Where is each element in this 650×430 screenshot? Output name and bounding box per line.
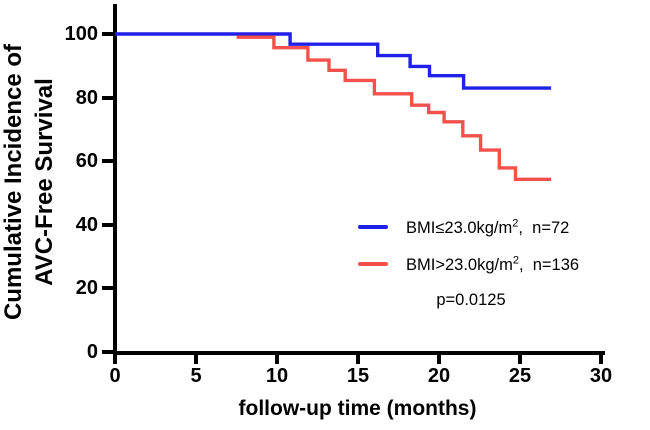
legend-label-red-superscript: 2 xyxy=(512,254,519,267)
x-axis-title: follow-up time (months) xyxy=(238,397,477,420)
x-axis-tick-20 xyxy=(437,355,441,364)
x-axis-tick-10 xyxy=(275,355,279,364)
legend-label-red-suffix: , n=136 xyxy=(518,256,580,274)
x-tick-label-10: 10 xyxy=(265,365,289,387)
y-tick-label-100: 100 xyxy=(64,23,98,45)
x-tick-label-0: 0 xyxy=(109,365,121,387)
y-tick-label-20: 20 xyxy=(75,277,98,299)
legend-label-bmi-gt-23: BMI>23.0kg/m2, n=136 xyxy=(406,254,579,276)
survival-curve-bmi-le-23 xyxy=(115,32,552,90)
legend-label-red-prefix: BMI>23.0kg/m xyxy=(406,256,513,274)
x-axis-spine xyxy=(113,351,605,355)
legend-label-blue-prefix: BMI≤23.0kg/m xyxy=(406,219,513,237)
x-tick-label-20: 20 xyxy=(427,365,451,387)
x-axis-tick-0 xyxy=(113,355,117,364)
y-axis-tick-100 xyxy=(102,32,113,36)
y-tick-label-60: 60 xyxy=(75,150,98,172)
y-axis-tick-40 xyxy=(102,223,113,227)
x-axis-tick-25 xyxy=(518,355,522,364)
x-axis-tick-5 xyxy=(194,355,198,364)
y-tick-label-80: 80 xyxy=(75,87,98,109)
survival-curve-bmi-gt-23 xyxy=(236,35,552,181)
y-axis-tick-80 xyxy=(102,96,113,100)
x-axis-tick-30 xyxy=(599,355,603,364)
y-axis-tick-0 xyxy=(102,350,113,354)
legend-label-blue-superscript: 2 xyxy=(512,217,519,230)
x-tick-label-25: 25 xyxy=(508,365,532,387)
p-value-annotation: p=0.0125 xyxy=(436,291,506,309)
x-tick-label-15: 15 xyxy=(346,365,370,387)
y-axis-spine xyxy=(113,4,117,355)
legend-label-blue-suffix: , n=72 xyxy=(518,219,570,237)
x-tick-label-30: 30 xyxy=(589,365,613,387)
x-tick-label-5: 5 xyxy=(190,365,202,387)
y-axis-title-line1: Cumulative Incidence of xyxy=(0,43,27,321)
y-axis-tick-20 xyxy=(102,286,113,290)
legend-label-bmi-le-23: BMI≤23.0kg/m2, n=72 xyxy=(406,217,569,239)
legend-line-blue xyxy=(358,225,388,229)
x-axis-tick-15 xyxy=(356,355,360,364)
legend-line-red xyxy=(358,262,388,266)
y-axis-tick-60 xyxy=(102,159,113,163)
y-tick-label-40: 40 xyxy=(75,214,98,236)
y-tick-label-0: 0 xyxy=(86,341,98,363)
